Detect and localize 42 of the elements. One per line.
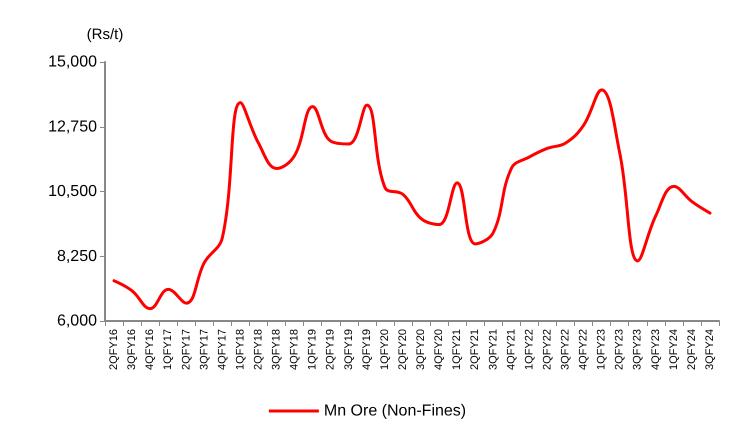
x-tick-label: 4QFY18 [288,329,301,370]
x-tick-label: 4QFY23 [650,329,662,370]
x-tick-label: 2QFY19 [324,329,337,370]
x-tick-label: 1QFY17 [162,329,174,370]
x-tick-label: 3QFY18 [270,329,283,370]
x-tick-label: 4QFY19 [360,329,373,370]
x-tick-label: 4QFY21 [505,329,518,370]
x-tick-label: 1QFY22 [523,329,536,370]
y-tick-label: 8,250 [56,248,98,265]
x-tick-label: 4QFY16 [144,329,156,370]
y-tick-label: 12,750 [48,118,98,136]
y-tick-label: 15,000 [48,54,98,70]
x-tick-label: 1QFY18 [234,329,246,370]
x-tick-label: 1QFY21 [451,329,464,370]
x-tick-label: 1QFY24 [668,329,680,370]
x-tick-label: 3QFY23 [632,329,644,370]
y-axis-title: (Rs/t) [86,26,124,43]
x-tick-label: 2QFY16 [108,329,120,370]
x-tick-label: 2QFY22 [541,329,554,370]
x-tick-label: 4QFY20 [433,329,446,370]
x-tick-label: 1QFY20 [378,329,391,370]
y-tick-label: 6,000 [56,312,98,330]
x-tick-label: 2QFY20 [396,329,409,370]
line-series [112,88,712,310]
x-tick-label: 2QFY18 [252,329,264,370]
x-tick-label: 2QFY24 [686,329,698,370]
x-tick-label: 3QFY20 [415,329,428,370]
x-tick-label: 1QFY19 [306,329,319,370]
x-tick-label: 3QFY22 [560,329,572,370]
x-tick-label: 3QFY16 [126,329,138,370]
x-tick-label: 4QFY17 [216,329,228,370]
x-tick-label: 3QFY17 [198,329,210,370]
legend-label: Mn Ore (Non-Fines) [324,402,466,420]
x-tick-label: 2QFY17 [180,329,192,370]
x-tick-label: 4QFY22 [578,329,590,370]
x-tick-label: 2QFY23 [614,329,626,370]
x-tick-label: 2QFY21 [469,329,482,370]
x-tick-label: 3QFY19 [342,329,355,370]
x-tick-label: 1QFY23 [596,329,608,370]
x-tick-label: 3QFY21 [487,329,500,370]
x-tick-label: 3QFY24 [704,329,716,370]
y-tick-label: 10,500 [48,183,98,200]
